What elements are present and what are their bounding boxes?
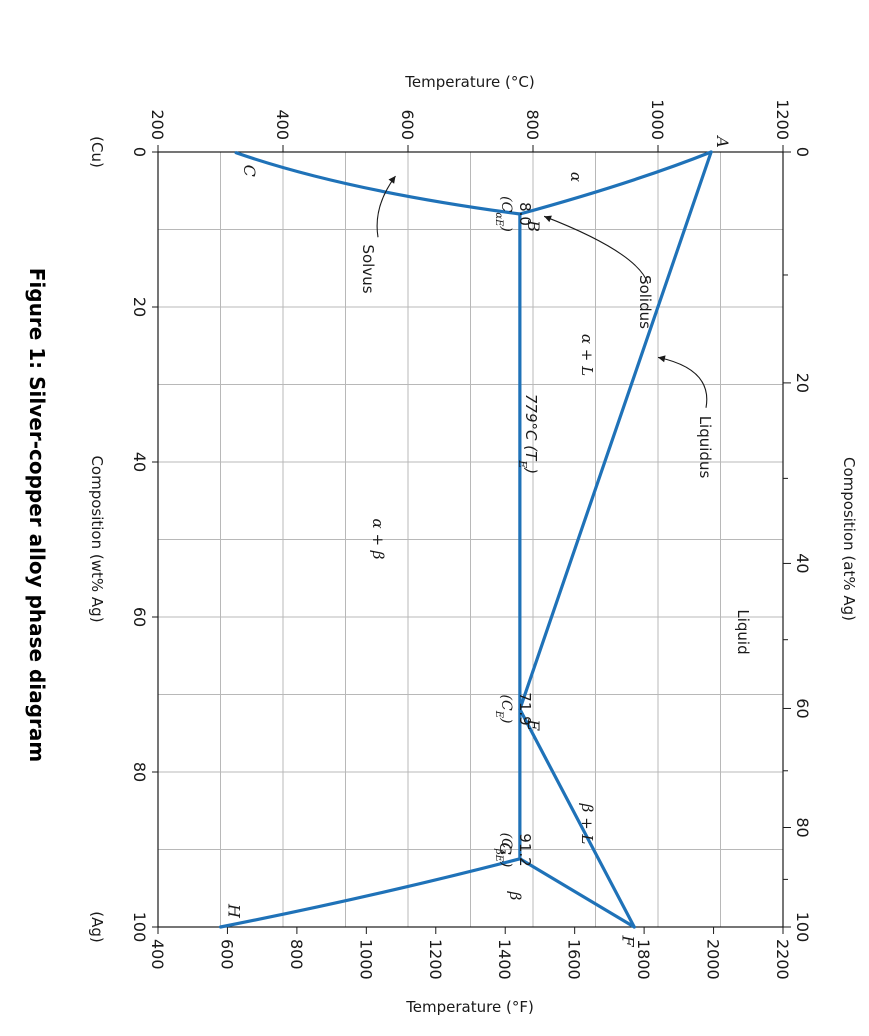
solidus-beta-line (518, 857, 636, 929)
y2-tick-label: 600 (217, 939, 236, 970)
y-tick-label: 200 (148, 109, 167, 140)
solidus-leader (543, 215, 649, 284)
y2-tick-label: 2000 (704, 939, 723, 980)
liquidus-leader-head (658, 355, 666, 363)
x-axis-title: Composition (wt% Ag) (88, 455, 106, 622)
x2-axis-title: Composition (at% Ag) (840, 457, 858, 621)
solidus-label: Solidus (636, 275, 654, 329)
solvus-alpha-curve (234, 151, 522, 216)
eutectic-temperature-label: 779°C (TE) (517, 394, 541, 474)
x-tick-label: 20 (130, 297, 149, 317)
x2-tick-label: 20 (793, 373, 812, 393)
liquidus-label: Liquidus (696, 416, 714, 479)
x-tick-label: 60 (130, 607, 149, 627)
y2-axis-title: Temperature (°F) (405, 998, 534, 1016)
alpha-l-region-label: α + L (578, 334, 596, 376)
solidus-leader-head (544, 215, 552, 223)
y2-tick-label: 400 (148, 939, 167, 970)
x2-tick-label: 100 (793, 912, 812, 943)
x-tick-label: 100 (130, 912, 149, 943)
figure-caption: Figure 1: Silver-copper alloy phase diag… (25, 268, 49, 762)
y-tick-label: 800 (523, 109, 542, 140)
curve-layer (218, 150, 713, 929)
plot-frame (157, 151, 784, 928)
c-beta-e-label: (CβE) (494, 833, 515, 868)
solvus-leader (376, 175, 396, 238)
beta-l-region-label: β + L (578, 803, 596, 845)
x2-tick-label: 40 (793, 553, 812, 573)
x-tick-label: 80 (130, 762, 149, 782)
solidus-alpha-curve (518, 150, 713, 216)
liquidus-leader (657, 356, 708, 408)
c-alpha-e-label: (CαE) (494, 196, 515, 232)
y2-tick-label: 1000 (356, 939, 375, 980)
point-label-e: E (524, 718, 543, 731)
y2-tick-label: 1800 (634, 939, 653, 980)
grid-layer (157, 151, 784, 928)
left-end-label: (Cu) (88, 136, 106, 168)
liquid-region-label: Liquid (734, 609, 752, 654)
beta-region-label: β (506, 891, 524, 901)
point-label-b: B (524, 219, 543, 232)
solvus-leader-head (388, 176, 396, 184)
point-label-a: A (713, 134, 732, 148)
leader-layer (376, 175, 708, 408)
y2-tick-label: 800 (287, 939, 306, 970)
x2-tick-label: 80 (793, 817, 812, 837)
c-e-label: (CE) (494, 695, 515, 724)
y-tick-label: 1000 (648, 99, 667, 140)
c-beta-e-value: 91.2 (516, 833, 534, 866)
y2-tick-label: 1200 (426, 939, 445, 980)
y-tick-label: 400 (273, 109, 292, 140)
alpha-beta-region-label: α + β (369, 519, 387, 560)
c-e-value: 71.9 (516, 692, 534, 725)
x2-tick-label: 0 (793, 147, 812, 157)
point-label-f: F (618, 934, 637, 947)
c-alpha-e-value: 8.0 (516, 202, 534, 226)
x-tick-label: 0 (130, 147, 149, 157)
y2-tick-label: 2200 (773, 939, 792, 980)
label-layer: A B C E F G H (225, 134, 733, 947)
right-end-label: (Ag) (88, 911, 106, 943)
point-label-c: C (240, 165, 259, 177)
y2-tick-label: 1400 (495, 939, 514, 980)
x-tick-label: 40 (130, 452, 149, 472)
solvus-beta-curve (218, 857, 522, 929)
point-label-h: H (225, 903, 244, 919)
y-tick-label: 600 (398, 109, 417, 140)
x2-tick-label: 60 (793, 698, 812, 718)
alpha-region-label: α (567, 172, 585, 182)
y2-tick-label: 1600 (565, 939, 584, 980)
point-label-g: G (496, 842, 515, 855)
solvus-label: Solvus (359, 244, 377, 293)
y-axis-title: Temperature (°C) (404, 73, 534, 91)
y-tick-label: 1200 (773, 99, 792, 140)
